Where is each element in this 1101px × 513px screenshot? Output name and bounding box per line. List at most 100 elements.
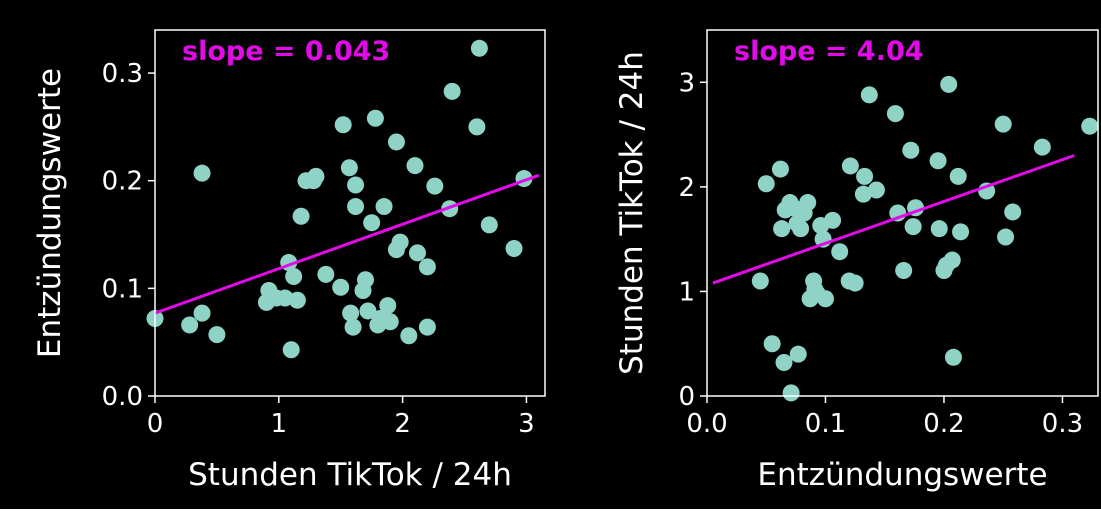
data-point: [193, 304, 211, 322]
data-point: [387, 133, 405, 151]
data-point: [846, 274, 864, 292]
data-point: [867, 181, 885, 199]
data-point: [381, 313, 399, 331]
data-point: [775, 354, 793, 372]
y-axis-label: Stunden TikTok / 24h: [614, 51, 650, 375]
data-point: [379, 297, 397, 315]
data-point: [782, 384, 800, 402]
regression-line: [154, 173, 540, 315]
data-point: [193, 164, 211, 182]
x-tick-label: 2: [394, 409, 411, 439]
x-tick-label: 0.0: [686, 409, 727, 439]
x-tick-label: 0.2: [923, 409, 964, 439]
data-point: [347, 176, 365, 194]
x-axis-label: Stunden TikTok / 24h: [188, 457, 512, 493]
data-point: [208, 326, 226, 344]
data-point: [334, 116, 352, 134]
data-point: [816, 290, 834, 308]
data-point: [282, 341, 300, 359]
data-point: [400, 327, 418, 345]
data-point: [944, 348, 962, 366]
data-point: [391, 233, 409, 251]
data-point: [317, 265, 335, 283]
axes-frame: [706, 29, 1099, 397]
y-tick-label: 0.2: [102, 167, 143, 197]
data-point: [470, 39, 488, 57]
y-tick-label: 2: [678, 173, 695, 203]
data-point: [332, 278, 350, 296]
data-point: [408, 244, 426, 262]
data-point: [292, 207, 310, 225]
x-tick-label: 0.3: [1042, 409, 1083, 439]
y-tick-label: 0.0: [102, 382, 143, 412]
data-point: [1033, 138, 1051, 156]
data-point: [952, 223, 970, 241]
axis-ticks: 0 1 2 3 0.0 0.1 0.2 0.3: [102, 59, 535, 439]
x-tick-label: 1: [271, 409, 288, 439]
data-points: [146, 39, 533, 359]
data-points: [751, 75, 1099, 402]
y-axis-label: Entzündungswerte: [32, 68, 68, 358]
data-point: [406, 157, 424, 175]
x-tick-label: 0.1: [805, 409, 846, 439]
data-point: [1004, 203, 1022, 221]
data-point: [340, 159, 358, 177]
axes-frame: [154, 29, 546, 397]
data-point: [854, 185, 872, 203]
slope-annotation: slope = 4.04: [734, 36, 924, 67]
x-tick-label: 3: [518, 409, 535, 439]
data-point: [773, 220, 791, 238]
scatter-panel-right: 0.0 0.1 0.2 0.3 0 1 2 3 slope = 4.04 Entzündung…: [614, 29, 1099, 493]
axis-ticks: 0.0 0.1 0.2 0.3 0 1 2 3: [678, 68, 1083, 439]
data-point: [356, 271, 374, 289]
data-point: [824, 211, 842, 229]
data-point: [347, 198, 365, 216]
data-point: [929, 152, 947, 170]
data-point: [841, 157, 859, 175]
data-point: [940, 75, 958, 93]
data-point: [860, 86, 878, 104]
data-point: [426, 177, 444, 195]
data-point: [904, 218, 922, 236]
data-point: [480, 216, 498, 234]
data-point: [949, 167, 967, 185]
data-point: [468, 118, 486, 136]
x-tick-label: 0: [147, 409, 164, 439]
data-point: [288, 291, 306, 309]
data-point: [375, 198, 393, 216]
data-point: [792, 220, 810, 238]
data-point: [831, 243, 849, 261]
data-point: [443, 82, 461, 100]
data-point: [363, 214, 381, 232]
data-point: [799, 194, 817, 212]
data-point: [994, 115, 1012, 133]
data-point: [757, 175, 775, 193]
x-axis-label: Entzündungswerte: [757, 457, 1047, 493]
data-point: [886, 105, 904, 123]
data-point: [307, 167, 325, 185]
data-point: [342, 304, 360, 322]
y-tick-label: 3: [678, 68, 695, 98]
data-point: [763, 335, 781, 353]
data-point: [902, 141, 920, 159]
y-tick-label: 0.1: [102, 274, 143, 304]
data-point: [997, 228, 1015, 246]
data-point: [418, 318, 436, 336]
regression-line: [712, 154, 1075, 285]
y-tick-label: 1: [678, 277, 695, 307]
slope-annotation: slope = 0.043: [182, 36, 390, 67]
y-tick-label: 0.3: [102, 59, 143, 89]
data-point: [930, 220, 948, 238]
data-point: [344, 318, 362, 336]
data-point: [366, 109, 384, 127]
data-point: [771, 160, 789, 178]
data-point: [418, 258, 436, 276]
data-point: [181, 316, 199, 334]
data-point: [1081, 117, 1099, 135]
data-point: [505, 240, 523, 258]
data-point: [285, 268, 303, 286]
data-point: [943, 251, 961, 269]
data-point: [359, 302, 377, 320]
